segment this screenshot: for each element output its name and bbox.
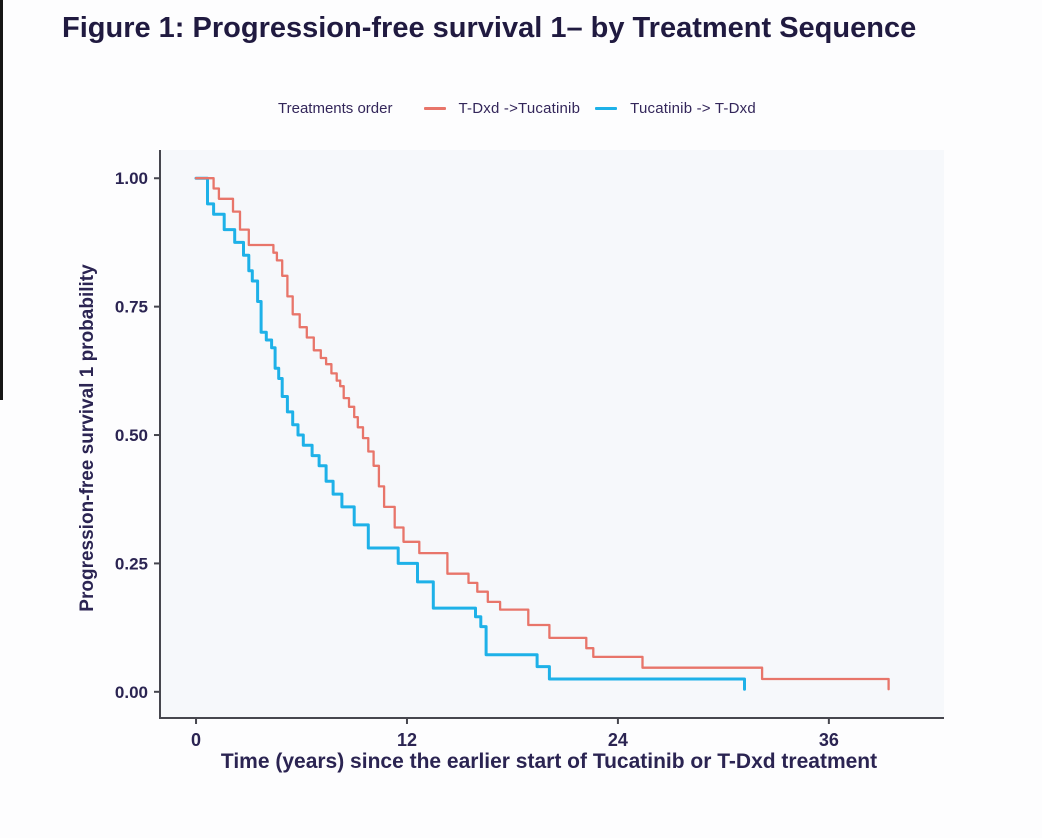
x-tick-label: 36: [819, 730, 839, 750]
x-axis-title: Time (years) since the earlier start of …: [220, 750, 878, 773]
km-curve-tdxd-first: [194, 177, 890, 691]
legend-label-tucatinib-first: Tucatinib -> T-Dxd: [630, 99, 756, 117]
y-tick-label: 0.50: [115, 426, 148, 445]
legend-label-tdxd-first: T-Dxd ->Tucatinib: [458, 99, 581, 117]
km-curve-tucatinib-first: [194, 176, 746, 691]
y-axis-title: Progression-free survival 1 probability: [77, 264, 98, 612]
legend-title: Treatments order: [278, 99, 393, 117]
left-edge-artifact: [0, 0, 3, 400]
y-tick-label: 0.00: [115, 683, 148, 702]
figure-title: Figure 1: Progression-free survival 1– b…: [62, 12, 917, 44]
x-tick-label: 12: [397, 730, 417, 750]
x-tick-label: 0: [191, 730, 201, 750]
legend-key-line-tdxd-first: [423, 106, 446, 110]
legend: Treatments order T-Dxd ->Tucatinib Tucat…: [278, 95, 756, 121]
plot-panel: [160, 150, 944, 718]
x-tick-label: 24: [608, 730, 628, 750]
y-tick-label: 0.25: [115, 554, 148, 573]
legend-key-line-tucatinib-first: [595, 106, 618, 110]
y-tick-label: 0.75: [115, 298, 148, 317]
y-tick-label: 1.00: [115, 169, 148, 188]
